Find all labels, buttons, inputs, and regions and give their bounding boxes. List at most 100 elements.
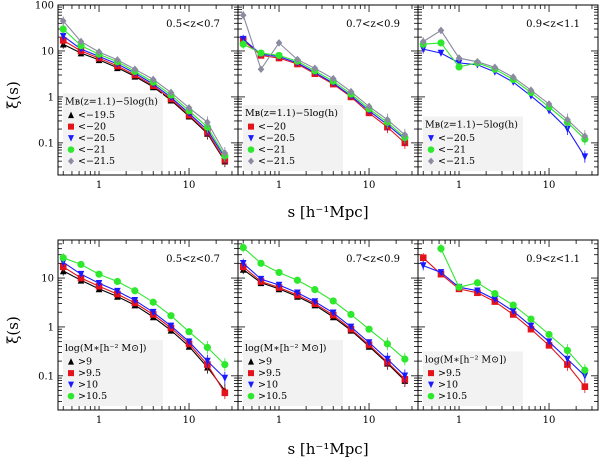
marker-triangle-down xyxy=(68,381,74,389)
marker-diamond xyxy=(248,157,254,165)
marker-diamond xyxy=(401,130,409,139)
y-tick-label: 1 xyxy=(48,92,54,103)
y-axis-label-top: ξ(s) xyxy=(4,81,22,109)
marker-diamond xyxy=(437,26,445,35)
marker-circle xyxy=(275,268,283,277)
panel-bottom-middle: 1 10 0.7<z<0.9 log(M∗[h⁻² M⊙]) >9>9.5>10>10.… xyxy=(237,239,419,426)
marker-triangle-down xyxy=(239,260,247,268)
marker-triangle-down xyxy=(294,289,301,297)
series-line xyxy=(63,257,226,365)
marker-diamond xyxy=(509,73,517,81)
marker-diamond xyxy=(419,37,427,46)
series-line xyxy=(242,266,406,380)
series-line xyxy=(242,43,406,139)
marker-diamond xyxy=(428,157,434,165)
marker-circle xyxy=(437,39,445,47)
y-tick-label: 1 xyxy=(48,322,54,333)
x-axis-label-bottom: s [h⁻¹Mpc] xyxy=(287,440,368,458)
marker-circle xyxy=(149,298,157,306)
legend-title: log(M∗[h⁻² M⊙]) xyxy=(65,343,147,354)
marker-square xyxy=(221,389,229,397)
marker-circle xyxy=(59,254,67,262)
marker-triangle-down xyxy=(491,295,499,303)
panel-frame xyxy=(417,239,599,411)
marker-triangle-down xyxy=(248,381,254,389)
marker-circle xyxy=(95,270,103,278)
legend-entry: <−20 xyxy=(78,122,106,133)
marker-circle xyxy=(293,276,302,284)
marker-square xyxy=(428,370,434,377)
x-tick-label: 10 xyxy=(363,415,376,426)
legend-entry: <−21.5 xyxy=(78,156,115,167)
series-line xyxy=(62,43,226,162)
series-line xyxy=(422,257,586,388)
marker-circle xyxy=(365,325,373,333)
marker-circle xyxy=(347,310,355,319)
series-line xyxy=(242,247,406,360)
marker-diamond xyxy=(491,63,499,72)
legend-box xyxy=(243,340,343,406)
marker-circle xyxy=(563,346,572,355)
legend-entry: >10 xyxy=(438,380,458,391)
panel-top-middle: 1 100.7<z<0.9Mʙ(z=1.1)−5log(h)<−20<−20.5<… xyxy=(237,4,419,191)
marker-circle xyxy=(67,146,75,153)
legend-entry: <−20.5 xyxy=(438,133,475,144)
marker-triangle-down xyxy=(509,307,517,315)
series-line xyxy=(62,266,226,394)
marker-circle xyxy=(329,297,337,305)
marker-triangle-down xyxy=(329,309,337,317)
legend-entry: >9.5 xyxy=(438,368,461,379)
marker-circle xyxy=(77,42,85,50)
redshift-label: 0.9<z<1.1 xyxy=(526,19,580,30)
series-line xyxy=(242,262,406,377)
y-tick-label: 10 xyxy=(41,274,54,285)
marker-triangle-down xyxy=(527,322,535,330)
marker-diamond xyxy=(455,54,463,62)
panel-frame xyxy=(417,4,599,176)
legend-entry: <−19.5 xyxy=(78,110,115,121)
marker-circle xyxy=(239,243,247,252)
legend-entry: >9 xyxy=(258,357,272,368)
marker-diamond xyxy=(239,11,247,19)
marker-circle xyxy=(509,301,517,309)
marker-circle xyxy=(473,279,482,287)
marker-square xyxy=(248,370,254,377)
series-line xyxy=(423,42,586,140)
series-line xyxy=(62,261,226,379)
legend-entry: <−21.5 xyxy=(258,156,295,167)
legend-box xyxy=(243,105,343,171)
marker-triangle-down xyxy=(564,125,571,133)
marker-triangle-down xyxy=(77,270,85,278)
marker-triangle-down xyxy=(185,338,193,346)
marker-triangle-down xyxy=(68,135,74,142)
marker-diamond xyxy=(68,157,74,165)
x-tick-label: 10 xyxy=(543,180,556,191)
marker-diamond xyxy=(167,88,175,97)
marker-triangle-down xyxy=(248,135,254,142)
marker-diamond xyxy=(347,87,355,96)
marker-diamond xyxy=(294,55,301,64)
x-tick-label: 10 xyxy=(183,415,196,426)
series-line xyxy=(242,15,406,136)
x-tick-label: 10 xyxy=(543,415,556,426)
legend-entry: >9 xyxy=(78,357,92,368)
y-tick-label: 100 xyxy=(35,1,54,12)
marker-triangle-up xyxy=(68,111,74,119)
marker-circle xyxy=(203,343,212,352)
series-line xyxy=(423,48,586,157)
marker-circle xyxy=(247,392,255,400)
legend-entry: <−20 xyxy=(258,122,286,133)
marker-triangle-down xyxy=(401,372,409,380)
panel-top-right: 1 10 0.9<z<1.1 Mʙ(z=1.1)−5log(h) <−20.5<−21<… xyxy=(417,4,599,191)
x-tick-label: 1 xyxy=(456,415,462,426)
marker-circle xyxy=(239,40,247,48)
panel-top-left: 1 10 0.1 1 10 100 0.5<z<0.7 Mʙ(z=1.1)−5log(h) <−… xyxy=(35,1,239,191)
legend-box xyxy=(423,116,523,171)
legend-title: Mʙ(z=1.1)−5log(h) xyxy=(65,97,158,108)
redshift-label: 0.7<z<0.9 xyxy=(346,254,400,265)
marker-triangle-down xyxy=(564,355,571,363)
marker-triangle-down xyxy=(384,355,391,363)
marker-triangle-down xyxy=(239,35,247,44)
